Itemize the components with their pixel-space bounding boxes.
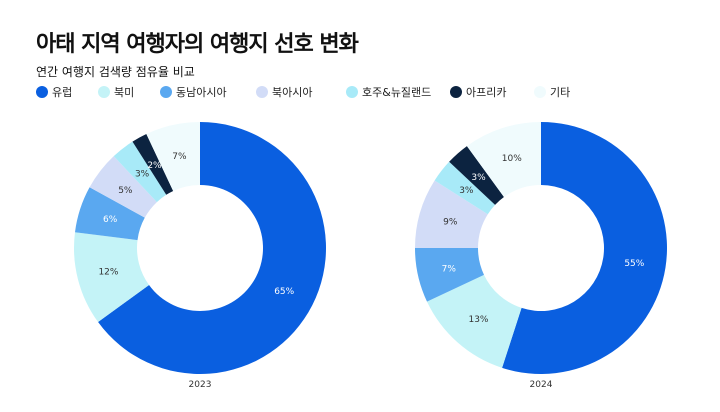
data-label: 13% (468, 315, 488, 325)
legend-label: 호주&뉴질랜드 (362, 86, 432, 99)
donut-slice (415, 248, 484, 302)
data-label: 55% (624, 259, 644, 269)
donut-slice (502, 122, 667, 374)
legend-label: 유럽 (52, 86, 73, 99)
data-label: 7% (172, 152, 187, 162)
donut-slice (449, 146, 504, 205)
legend-swatch (256, 86, 268, 98)
donut-slice (113, 141, 167, 203)
legend-item: 기타 (534, 84, 574, 100)
legend-swatch (346, 86, 358, 98)
legend-item: 호주&뉴질랜드 (346, 84, 450, 100)
donut-slice (415, 180, 488, 248)
chart-subtitle: 연간 여행지 검색량 점유율 비교 (36, 65, 195, 79)
legend-item: 아프리카 (450, 84, 534, 100)
legend-label: 북아시아 (272, 86, 313, 99)
legend-swatch (98, 86, 110, 98)
chart-year-label: 2023 (189, 380, 212, 390)
donut-slice (434, 161, 496, 215)
legend-item: 유럽 (36, 84, 98, 100)
legend-swatch (534, 86, 546, 98)
legend-item: 북아시아 (256, 84, 346, 100)
donut-slice (466, 122, 541, 198)
legend-swatch (36, 86, 48, 98)
legend-label: 아프리카 (466, 86, 507, 99)
legend-swatch (160, 86, 172, 98)
legend-label: 동남아시아 (176, 86, 227, 99)
legend-label: 북미 (114, 86, 135, 99)
data-label: 12% (98, 268, 118, 278)
legend-item: 동남아시아 (160, 84, 256, 100)
data-label: 10% (502, 154, 522, 164)
legend-label: 기타 (550, 86, 571, 99)
data-label: 5% (118, 186, 133, 196)
data-label: 7% (442, 265, 457, 275)
chart-title: 아태 지역 여행자의 여행지 선호 변화 (36, 32, 359, 57)
legend-swatch (450, 86, 462, 98)
donut-slice (146, 122, 200, 191)
data-label: 3% (459, 186, 474, 196)
chart-year-label: 2024 (530, 380, 553, 390)
data-label: 2% (147, 161, 162, 171)
data-label: 6% (103, 215, 118, 225)
donut-slice (132, 133, 174, 195)
donut-slice (89, 156, 157, 218)
legend-item: 북미 (98, 84, 160, 100)
data-label: 3% (135, 169, 150, 179)
data-label: 3% (471, 173, 486, 183)
data-label: 9% (443, 218, 458, 228)
legend: 유럽 북미 동남아시아 북아시아 호주&뉴질랜드 아프리카 기타 (36, 84, 574, 100)
donut-slice (74, 187, 145, 241)
donut-slice (98, 122, 327, 374)
data-label: 65% (274, 287, 294, 297)
donut-slice (426, 274, 522, 368)
donut-slice (74, 232, 150, 323)
